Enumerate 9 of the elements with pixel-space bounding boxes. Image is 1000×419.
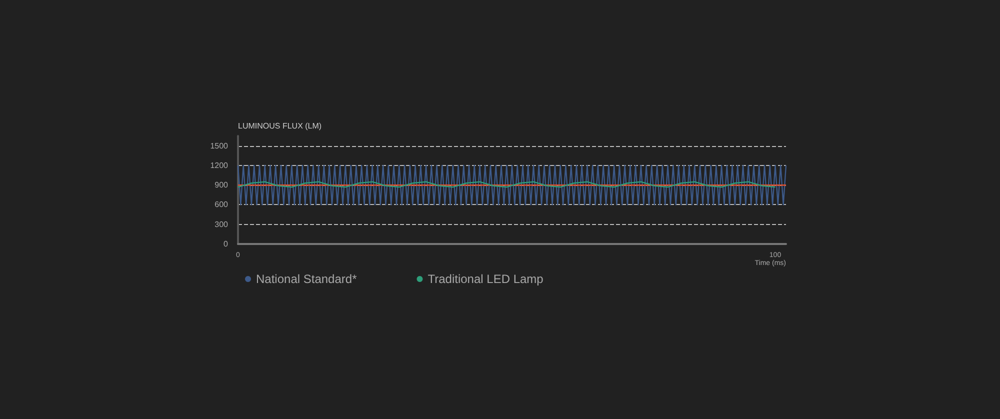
y-tick-label: 300 (214, 220, 229, 229)
y-tick-label: 0 (224, 240, 229, 248)
legend-label: Traditional LED Lamp (428, 272, 544, 286)
y-tick-label: 1500 (210, 141, 229, 150)
y-tick-label: 900 (214, 180, 229, 190)
y-tick-label: 1200 (210, 160, 229, 170)
y-axis-title: LUMINOUS FLUX (LM) (238, 122, 322, 130)
y-tick-label: 600 (214, 200, 229, 210)
legend-label: National Standard* (256, 272, 358, 286)
